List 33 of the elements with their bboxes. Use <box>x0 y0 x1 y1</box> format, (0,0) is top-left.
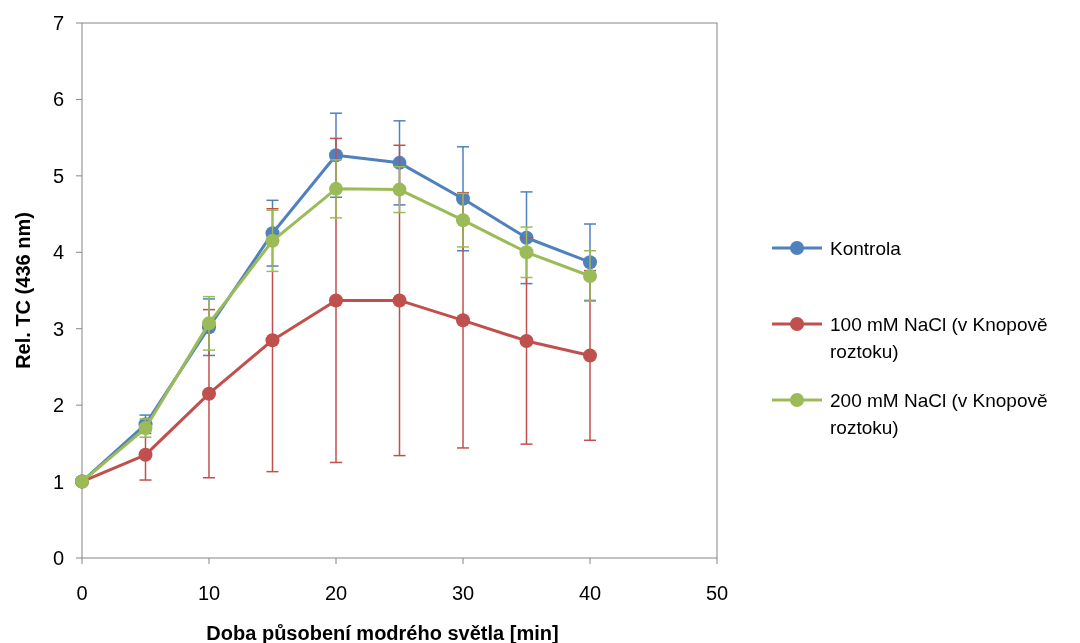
x-tick-label: 50 <box>705 582 729 604</box>
y-tick-label: 4 <box>52 241 64 264</box>
legend-label: 100 mM NaCl (v Knopově roztoku) <box>830 313 1048 363</box>
y-axis-title: Rel. TC (436 nm) <box>12 212 34 369</box>
point <box>265 233 280 248</box>
point <box>392 182 407 197</box>
x-tick-label: 40 <box>578 582 602 604</box>
point <box>583 348 597 363</box>
point <box>202 386 216 401</box>
point <box>329 181 343 196</box>
point <box>265 333 280 348</box>
point <box>519 245 534 260</box>
x-tick-label: 20 <box>324 582 348 604</box>
x-tick-label: 30 <box>451 582 475 604</box>
x-tick-label: 10 <box>197 582 221 604</box>
point <box>583 268 597 283</box>
point <box>456 213 470 228</box>
legend-label: Kontrola <box>830 237 902 259</box>
point <box>138 447 153 462</box>
y-tick-label: 2 <box>52 394 64 417</box>
point <box>392 293 407 308</box>
x-tick-label: 0 <box>76 582 88 604</box>
point <box>329 293 343 308</box>
y-tick-label: 3 <box>52 317 64 340</box>
y-tick-label: 7 <box>52 12 64 34</box>
y-tick-label: 1 <box>52 470 64 493</box>
y-tick-label: 0 <box>52 547 64 569</box>
y-tick-label: 5 <box>52 164 64 187</box>
point <box>202 316 216 331</box>
y-tick-label: 6 <box>52 88 64 111</box>
legend-label: 200 mM NaCl (v Knopově roztoku) <box>830 389 1048 439</box>
point <box>456 313 470 328</box>
point <box>519 333 534 348</box>
